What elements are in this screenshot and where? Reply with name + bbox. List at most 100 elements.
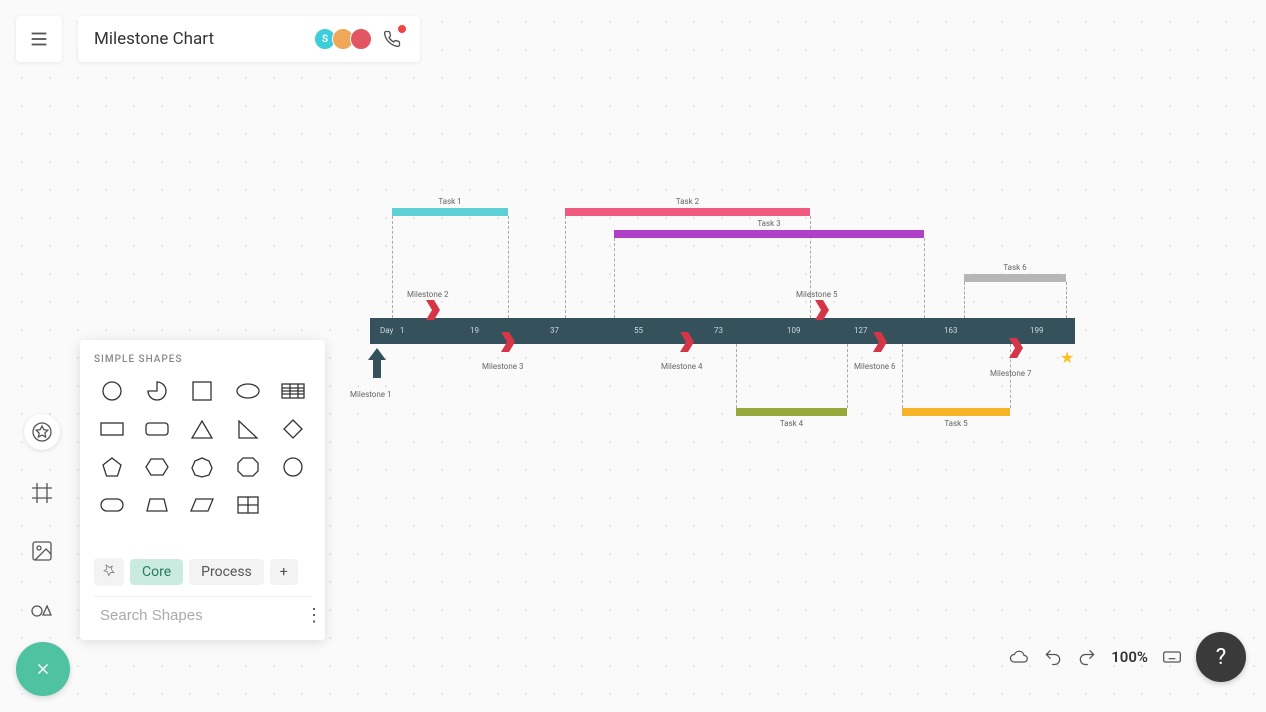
cloud-sync-button[interactable] [1009, 647, 1029, 667]
task-label: Task 4 [780, 419, 803, 428]
shape-grid [94, 379, 311, 517]
milestone-marker[interactable] [815, 300, 831, 324]
milestone-marker[interactable] [426, 300, 442, 324]
task-bar[interactable] [614, 230, 924, 238]
task-label: Task 3 [757, 219, 780, 228]
task-leader-line [736, 344, 737, 408]
tab-process[interactable]: Process [189, 559, 264, 585]
axis-day-label: Day [380, 326, 393, 335]
shape-matrix[interactable] [233, 493, 263, 517]
task-label: Task 5 [944, 419, 967, 428]
task-leader-line [902, 344, 903, 408]
milestone-marker[interactable] [368, 348, 386, 382]
axis-tick: 73 [714, 326, 723, 335]
axis-tick: 127 [854, 326, 868, 335]
shape-stadium[interactable] [97, 493, 127, 517]
task-bar[interactable] [736, 408, 847, 416]
image-tool-button[interactable] [27, 536, 57, 566]
phone-icon [383, 30, 401, 48]
shape-circle[interactable] [97, 379, 127, 403]
star-marker[interactable]: ★ [1060, 348, 1074, 367]
milestone-label: Milestone 4 [661, 362, 703, 371]
shape-rounded-octagon[interactable] [278, 455, 308, 479]
axis-tick: 1 [400, 326, 405, 335]
task-bar[interactable] [565, 208, 810, 216]
notification-dot [398, 25, 406, 33]
polyshapes-tool-button[interactable] [27, 594, 57, 624]
pin-icon [102, 563, 116, 577]
shape-heptagon[interactable] [187, 455, 217, 479]
shape-parallelogram[interactable] [187, 493, 217, 517]
axis-tick: 199 [1030, 326, 1044, 335]
axis-tick: 55 [634, 326, 643, 335]
shapes-star-icon [30, 420, 54, 444]
task-leader-line [508, 216, 509, 318]
shape-ellipse[interactable] [233, 379, 263, 403]
help-button[interactable]: ? [1196, 632, 1246, 682]
task-bar[interactable] [392, 208, 508, 216]
task-bar[interactable] [902, 408, 1010, 416]
shape-square[interactable] [187, 379, 217, 403]
close-panel-button[interactable] [16, 642, 70, 696]
title-bar: Milestone Chart S [78, 16, 420, 62]
cloud-icon [1009, 647, 1029, 667]
shape-triangle[interactable] [187, 417, 217, 441]
task-leader-line [847, 344, 848, 408]
keyboard-button[interactable] [1162, 647, 1182, 667]
bottom-toolbar: 100% ? [1009, 632, 1246, 682]
milestone-marker[interactable] [501, 332, 517, 356]
task-label: Task 1 [438, 197, 461, 206]
milestone-marker[interactable] [680, 332, 696, 356]
shapes-panel: SIMPLE SHAPES Core Process + ⋮ [80, 340, 325, 640]
task-leader-line [614, 238, 615, 318]
shape-pie[interactable] [142, 379, 172, 403]
axis-tick: 19 [470, 326, 479, 335]
pin-panel-button[interactable] [94, 558, 124, 586]
document-title[interactable]: Milestone Chart [94, 29, 214, 49]
shape-octagon[interactable] [233, 455, 263, 479]
add-tab-button[interactable]: + [270, 559, 298, 585]
polyshapes-icon [30, 597, 54, 621]
hamburger-menu-button[interactable] [16, 16, 62, 62]
frame-tool-button[interactable] [27, 478, 57, 508]
shape-right-triangle[interactable] [233, 417, 263, 441]
redo-button[interactable] [1077, 647, 1097, 667]
shape-diamond[interactable] [278, 417, 308, 441]
tab-core[interactable]: Core [130, 559, 183, 585]
collaborator-avatar[interactable] [350, 28, 372, 50]
task-leader-line [924, 238, 925, 318]
undo-button[interactable] [1043, 647, 1063, 667]
shape-trapezoid[interactable] [142, 493, 172, 517]
task-leader-line [392, 216, 393, 318]
collaborators-area: S [314, 27, 404, 51]
shapes-panel-title: SIMPLE SHAPES [94, 354, 311, 365]
close-icon [34, 660, 52, 678]
shapes-tool-button[interactable] [24, 414, 60, 450]
shape-search-input[interactable] [100, 607, 299, 624]
help-icon: ? [1216, 645, 1226, 670]
milestone-marker[interactable] [1009, 338, 1025, 362]
shape-grid-table[interactable] [278, 379, 308, 403]
milestone-label: Milestone 5 [796, 290, 838, 299]
task-leader-line [565, 216, 566, 318]
shape-rounded-rect[interactable] [142, 417, 172, 441]
call-button[interactable] [380, 27, 404, 51]
milestone-marker[interactable] [873, 332, 889, 356]
panel-more-button[interactable]: ⋮ [305, 605, 323, 626]
axis-tick: 37 [550, 326, 559, 335]
shape-hexagon[interactable] [142, 455, 172, 479]
task-label: Task 2 [676, 197, 699, 206]
task-bar[interactable] [964, 274, 1066, 282]
shape-rectangle[interactable] [97, 417, 127, 441]
shape-pentagon[interactable] [97, 455, 127, 479]
axis-tick: 163 [944, 326, 958, 335]
timeline-axis[interactable]: Day 1 19 37 55 73 109 127 163 199 [370, 318, 1075, 344]
zoom-level[interactable]: 100% [1111, 648, 1148, 666]
axis-tick: 109 [787, 326, 801, 335]
milestone-label: Milestone 2 [407, 290, 449, 299]
milestone-label: Milestone 6 [854, 362, 896, 371]
redo-icon [1077, 647, 1097, 667]
undo-icon [1043, 647, 1063, 667]
keyboard-icon [1162, 647, 1182, 667]
image-icon [30, 539, 54, 563]
